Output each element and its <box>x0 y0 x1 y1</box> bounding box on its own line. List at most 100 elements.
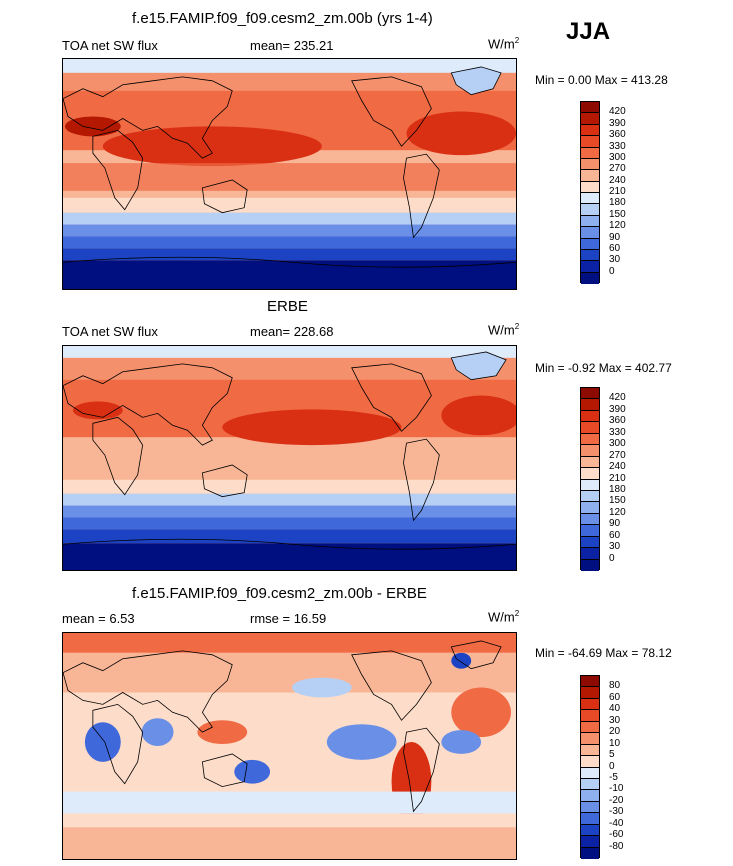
colorbar-tick-label: 30 <box>609 254 621 266</box>
colorbar-tick-label: 420 <box>609 392 626 404</box>
panel3-map <box>62 632 517 860</box>
colorbar-swatch <box>581 158 599 171</box>
colorbar-swatch <box>581 847 599 859</box>
colorbar-swatch <box>581 113 599 125</box>
colorbar-tick-label: 300 <box>609 438 626 450</box>
colorbar-tick-label: 330 <box>609 140 626 152</box>
colorbar-swatch <box>581 721 599 734</box>
colorbar-tick-label: 420 <box>609 106 626 118</box>
panel1-mean: mean= 235.21 <box>250 38 334 53</box>
colorbar-swatch <box>581 147 599 159</box>
panel2-unit: W/m2 <box>488 322 520 338</box>
panel1-title: f.e15.FAMIP.f09_f09.cesm2_zm.00b (yrs 1-… <box>132 10 433 27</box>
panel3-unit: W/m2 <box>488 609 520 625</box>
colorbar-tick-label: 0 <box>609 265 615 277</box>
panel2-variable: TOA net SW flux <box>62 324 158 339</box>
panel3-colorbar <box>580 675 600 859</box>
colorbar-swatch <box>581 813 599 825</box>
colorbar-swatch <box>581 456 599 469</box>
colorbar-tick-label: 10 <box>609 737 621 749</box>
colorbar-swatch <box>581 136 599 148</box>
panel1-colorbar <box>580 101 600 284</box>
colorbar-tick-label: 150 <box>609 208 626 220</box>
colorbar-tick-label: 390 <box>609 403 626 415</box>
panel3-minmax: Min = -64.69 Max = 78.12 <box>535 646 672 660</box>
colorbar-swatch <box>581 525 599 537</box>
panel3-rmse: rmse = 16.59 <box>250 611 327 626</box>
colorbar-tick-label: 360 <box>609 415 626 427</box>
colorbar-swatch <box>581 836 599 848</box>
colorbar-swatch <box>581 790 599 802</box>
colorbar-tick-label: -30 <box>609 806 624 818</box>
panel3-title: f.e15.FAMIP.f09_f09.cesm2_zm.00b - ERBE <box>132 585 427 602</box>
colorbar-swatch <box>581 479 599 491</box>
colorbar-swatch <box>581 261 599 273</box>
colorbar-tick-label: -10 <box>609 783 624 795</box>
colorbar-swatch <box>581 676 599 688</box>
colorbar-tick-label: 240 <box>609 174 626 186</box>
colorbar-tick-label: 0 <box>609 760 615 772</box>
colorbar-tick-label: -60 <box>609 829 624 841</box>
colorbar-tick-label: 180 <box>609 483 626 495</box>
colorbar-tick-label: 270 <box>609 163 626 175</box>
colorbar-tick-label: 240 <box>609 461 626 473</box>
colorbar-swatch <box>581 445 599 457</box>
colorbar-swatch <box>581 513 599 526</box>
panel1-unit: W/m2 <box>488 36 520 52</box>
colorbar-tick-label: 30 <box>609 541 621 553</box>
colorbar-tick-label: 120 <box>609 506 626 518</box>
colorbar-swatch <box>581 767 599 779</box>
colorbar-tick-label: 210 <box>609 186 626 197</box>
colorbar-swatch <box>581 410 599 423</box>
colorbar-swatch <box>581 468 599 480</box>
season-label: JJA <box>566 18 611 45</box>
panel2-colorbar <box>580 387 600 571</box>
colorbar-tick-label: 30 <box>609 714 621 726</box>
colorbar-swatch <box>581 399 599 411</box>
colorbar-tick-label: -5 <box>609 771 618 783</box>
colorbar-tick-label: 0 <box>609 552 615 564</box>
colorbar-tick-label: 60 <box>609 529 621 541</box>
panel2-minmax: Min = -0.92 Max = 402.77 <box>535 361 672 375</box>
colorbar-swatch <box>581 272 599 284</box>
panel2-title: ERBE <box>267 298 308 315</box>
colorbar-swatch <box>581 249 599 262</box>
panel1-map <box>62 58 517 290</box>
colorbar-swatch <box>581 756 599 768</box>
colorbar-swatch <box>581 170 599 182</box>
colorbar-tick-label: 150 <box>609 495 626 507</box>
colorbar-swatch <box>581 124 599 137</box>
colorbar-tick-label: 60 <box>609 242 621 254</box>
colorbar-tick-label: -80 <box>609 840 624 852</box>
colorbar-tick-label: 90 <box>609 231 621 243</box>
colorbar-swatch <box>581 698 599 711</box>
colorbar-tick-label: 360 <box>609 129 626 141</box>
colorbar-swatch <box>581 536 599 549</box>
panel1-variable: TOA net SW flux <box>62 38 158 53</box>
colorbar-tick-label: 90 <box>609 518 621 530</box>
colorbar-swatch <box>581 238 599 250</box>
colorbar-swatch <box>581 548 599 560</box>
colorbar-tick-label: 20 <box>609 726 621 738</box>
colorbar-swatch <box>581 778 599 791</box>
colorbar-swatch <box>581 422 599 434</box>
colorbar-tick-label: -40 <box>609 817 624 829</box>
colorbar-tick-label: 40 <box>609 703 621 715</box>
colorbar-swatch <box>581 824 599 837</box>
colorbar-swatch <box>581 490 599 503</box>
colorbar-tick-label: 210 <box>609 472 626 484</box>
colorbar-tick-label: 60 <box>609 691 621 703</box>
colorbar-tick-label: 390 <box>609 117 626 129</box>
colorbar-swatch <box>581 215 599 228</box>
colorbar-tick-label: 80 <box>609 680 621 692</box>
colorbar-swatch <box>581 801 599 814</box>
colorbar-swatch <box>581 733 599 745</box>
colorbar-tick-label: 330 <box>609 426 626 438</box>
colorbar-tick-label: 180 <box>609 197 626 209</box>
colorbar-swatch <box>581 559 599 571</box>
panel3-mean: mean = 6.53 <box>62 611 135 626</box>
colorbar-tick-label: 300 <box>609 151 626 163</box>
colorbar-tick-label: 270 <box>609 449 626 461</box>
colorbar-swatch <box>581 502 599 514</box>
colorbar-swatch <box>581 102 599 114</box>
